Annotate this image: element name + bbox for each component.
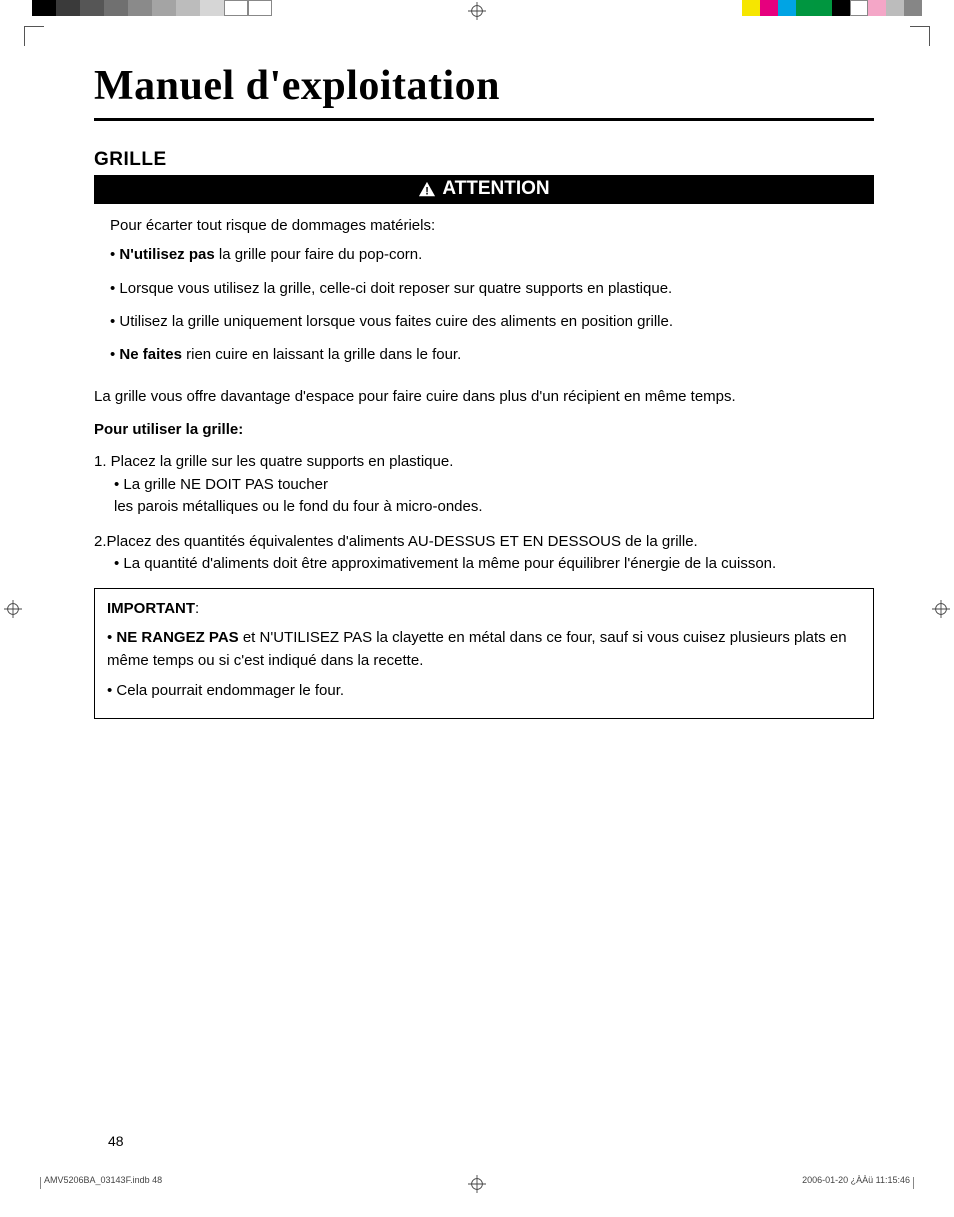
important-box: IMPORTANT: • NE RANGEZ PAS et N'UTILISEZ…	[94, 588, 874, 719]
color-swatch	[248, 0, 272, 16]
color-swatch	[886, 0, 904, 16]
registration-mark-icon	[4, 600, 22, 618]
section-heading: GRILLE	[94, 149, 874, 171]
footer-timestamp: 2006-01-20 ¿ÀÀü 11:15:46	[802, 1175, 910, 1185]
step-sub-bullet: les parois métalliques ou le fond du fou…	[114, 496, 874, 519]
registration-mark-icon	[932, 600, 950, 618]
color-swatch	[104, 0, 128, 16]
attention-bullet: • Ne faites rien cuire en laissant la gr…	[110, 343, 862, 366]
color-swatch	[850, 0, 868, 16]
attention-body: Pour écarter tout risque de dommages mat…	[94, 204, 874, 378]
crop-mark-icon	[24, 26, 44, 46]
print-color-bar-left	[32, 0, 272, 16]
attention-header: ! ATTENTION	[94, 175, 874, 204]
color-swatch	[80, 0, 104, 16]
color-swatch	[224, 0, 248, 16]
instruction-step: 2.Placez des quantités équivalentes d'al…	[94, 531, 874, 576]
color-swatch	[152, 0, 176, 16]
color-swatch	[904, 0, 922, 16]
step-sub-bullet: • La quantité d'aliments doit être appro…	[114, 553, 874, 576]
crop-mark-icon	[910, 26, 930, 46]
usage-title: Pour utiliser la grille:	[94, 419, 874, 442]
important-title: IMPORTANT:	[107, 597, 861, 620]
color-swatch	[796, 0, 814, 16]
color-swatch	[742, 0, 760, 16]
color-swatch	[32, 0, 56, 16]
body-content: La grille vous offre davantage d'espace …	[94, 386, 874, 576]
page-content: Manuel d'exploitation GRILLE ! ATTENTION…	[94, 62, 874, 719]
attention-bullet: • N'utilisez pas la grille pour faire du…	[110, 243, 862, 266]
important-bullet: • NE RANGEZ PAS et N'UTILISEZ PAS la cla…	[107, 626, 861, 673]
color-swatch	[778, 0, 796, 16]
attention-bullet: • Utilisez la grille uniquement lorsque …	[110, 310, 862, 333]
registration-mark-icon	[468, 2, 486, 20]
color-swatch	[128, 0, 152, 16]
footer-filename: AMV5206BA_03143F.indb 48	[44, 1175, 162, 1185]
svg-text:!: !	[426, 185, 430, 197]
color-swatch	[176, 0, 200, 16]
page-title: Manuel d'exploitation	[94, 62, 874, 121]
warning-icon: !	[418, 181, 436, 197]
important-bullet: • Cela pourrait endommager le four.	[107, 679, 861, 702]
color-swatch	[832, 0, 850, 16]
color-swatch	[814, 0, 832, 16]
print-color-bar-right	[742, 0, 922, 16]
color-swatch	[868, 0, 886, 16]
lead-paragraph: La grille vous offre davantage d'espace …	[94, 386, 874, 409]
color-swatch	[200, 0, 224, 16]
step-sub-bullet: • La grille NE DOIT PAS toucher	[114, 474, 874, 497]
attention-label: ATTENTION	[442, 178, 549, 200]
instruction-step: 1. Placez la grille sur les quatre suppo…	[94, 451, 874, 519]
color-swatch	[760, 0, 778, 16]
footer-rule	[40, 1177, 914, 1189]
attention-intro: Pour écarter tout risque de dommages mat…	[110, 214, 862, 237]
attention-bullet: • Lorsque vous utilisez la grille, celle…	[110, 277, 862, 300]
page-number: 48	[108, 1133, 124, 1149]
color-swatch	[56, 0, 80, 16]
